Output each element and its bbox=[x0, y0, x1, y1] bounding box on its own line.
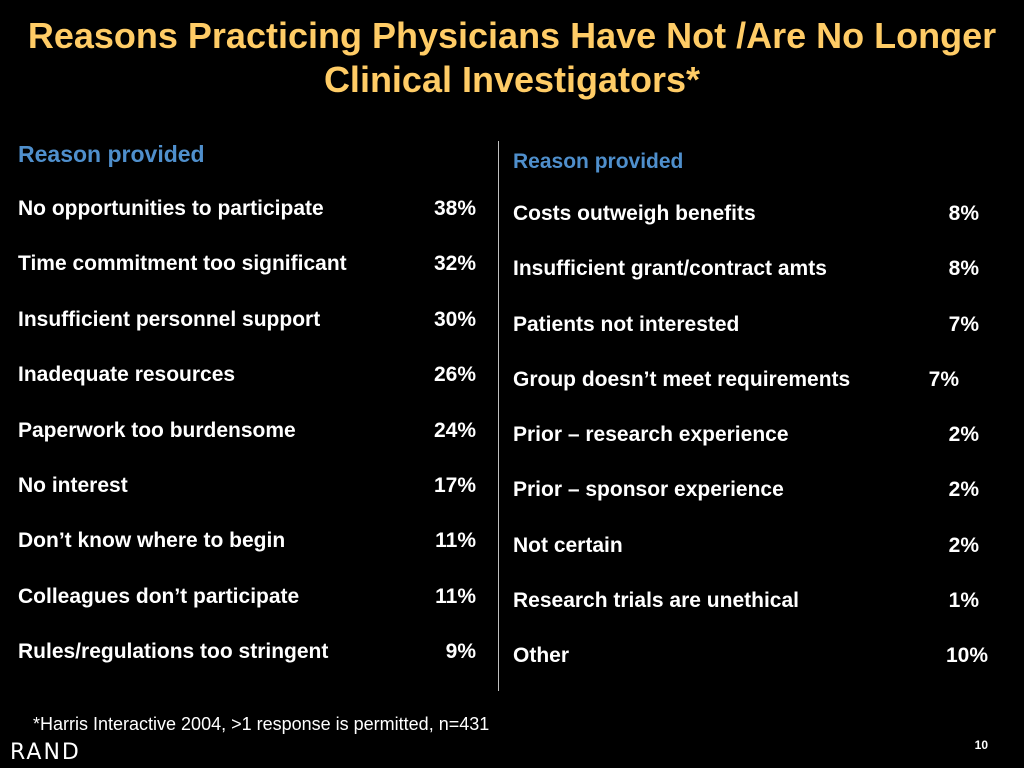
reason-label: No interest bbox=[18, 473, 128, 497]
reason-percent: 9% bbox=[445, 640, 476, 664]
list-item: Rules/regulations too stringent 9% bbox=[18, 639, 480, 694]
reason-percent: 7% bbox=[948, 312, 979, 336]
list-item: Prior – sponsor experience 2% bbox=[513, 477, 991, 532]
list-item: Research trials are unethical 1% bbox=[513, 588, 991, 643]
reason-label: Costs outweigh benefits bbox=[513, 202, 756, 225]
reason-label: Not certain bbox=[513, 533, 623, 557]
list-item: Time commitment too significant 32% bbox=[18, 251, 480, 306]
page-number: 10 bbox=[974, 738, 988, 752]
reason-percent: 7% bbox=[928, 367, 959, 391]
slide-title: Reasons Practicing Physicians Have Not /… bbox=[27, 15, 997, 100]
reason-percent: 26% bbox=[433, 363, 476, 387]
reason-label: Insufficient grant/contract amts bbox=[513, 257, 827, 281]
list-item: Paperwork too burdensome 24% bbox=[18, 418, 480, 473]
list-item: Insufficient personnel support 30% bbox=[18, 307, 480, 362]
list-item: Prior – research experience 2% bbox=[513, 422, 991, 477]
reason-label: Paperwork too burdensome bbox=[18, 418, 296, 442]
footnote: *Harris Interactive 2004, >1 response is… bbox=[33, 714, 490, 734]
reason-percent: 38% bbox=[433, 197, 476, 220]
reason-label: Group doesn’t meet requirements bbox=[513, 367, 851, 391]
reason-percent: 30% bbox=[433, 307, 476, 331]
reason-label: Other bbox=[513, 644, 570, 668]
reason-percent: 2% bbox=[948, 478, 979, 502]
reason-label: Research trials are unethical bbox=[513, 589, 799, 613]
reason-label: Prior – research experience bbox=[513, 423, 789, 447]
rand-logo: RAND bbox=[10, 740, 81, 765]
column-divider bbox=[498, 141, 499, 691]
list-item: Not certain 2% bbox=[513, 533, 991, 588]
reason-label: Time commitment too significant bbox=[18, 252, 347, 276]
reason-percent: 24% bbox=[433, 418, 476, 442]
reason-percent: 17% bbox=[433, 473, 476, 497]
list-item: Don’t know where to begin 11% bbox=[18, 528, 480, 583]
reason-label: Patients not interested bbox=[513, 312, 740, 336]
reason-percent: 8% bbox=[948, 257, 979, 281]
list-item: Patients not interested 7% bbox=[513, 312, 991, 367]
list-item: Colleagues don’t participate 11% bbox=[18, 584, 480, 639]
reason-percent: 32% bbox=[433, 252, 476, 276]
left-column-heading: Reason provided bbox=[18, 141, 205, 167]
left-reasons-list: No opportunities to participate 38% Time … bbox=[18, 196, 480, 695]
list-item: Insufficient grant/contract amts 8% bbox=[513, 256, 991, 311]
reason-percent: 2% bbox=[948, 533, 979, 557]
list-item: No opportunities to participate 38% bbox=[18, 196, 480, 251]
left-reasons-column: Reason provided No opportunities to part… bbox=[18, 138, 480, 695]
list-item: No interest 17% bbox=[18, 473, 480, 528]
reason-percent: 8% bbox=[948, 202, 979, 225]
reason-percent: 10% bbox=[945, 644, 988, 668]
reason-percent: 11% bbox=[435, 584, 476, 608]
right-column-heading: Reason provided bbox=[513, 150, 684, 173]
reason-label: Colleagues don’t participate bbox=[18, 584, 300, 608]
right-reasons-list: Costs outweigh benefits 8% Insufficient g… bbox=[513, 201, 991, 699]
list-item: Other 10% bbox=[513, 643, 991, 698]
reason-label: Prior – sponsor experience bbox=[513, 478, 784, 502]
reason-label: Insufficient personnel support bbox=[18, 307, 321, 331]
reason-percent: 11% bbox=[435, 529, 476, 553]
list-item: Costs outweigh benefits 8% bbox=[513, 201, 991, 256]
reason-label: Don’t know where to begin bbox=[18, 529, 286, 553]
reason-label: No opportunities to participate bbox=[18, 197, 324, 220]
reason-label: Inadequate resources bbox=[18, 363, 236, 387]
reason-label: Rules/regulations too stringent bbox=[18, 640, 329, 664]
reason-percent: 1% bbox=[948, 589, 979, 613]
list-item: Group doesn’t meet requirements 7% bbox=[513, 367, 991, 422]
list-item: Inadequate resources 26% bbox=[18, 362, 480, 417]
right-reasons-column: Reason provided Costs outweigh benefits 8… bbox=[513, 147, 991, 699]
reason-percent: 2% bbox=[948, 423, 979, 447]
